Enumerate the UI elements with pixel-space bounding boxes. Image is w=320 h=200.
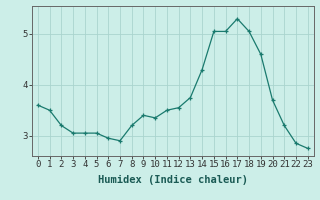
X-axis label: Humidex (Indice chaleur): Humidex (Indice chaleur) — [98, 175, 248, 185]
